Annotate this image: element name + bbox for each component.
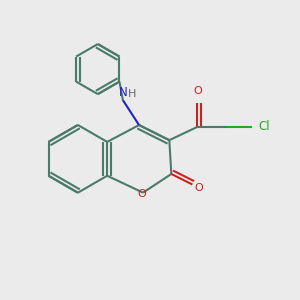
- Text: O: O: [137, 189, 146, 199]
- Text: O: O: [195, 183, 203, 193]
- Text: O: O: [193, 86, 202, 96]
- Text: H: H: [128, 88, 136, 98]
- Text: N: N: [118, 85, 127, 98]
- Text: Cl: Cl: [258, 120, 270, 134]
